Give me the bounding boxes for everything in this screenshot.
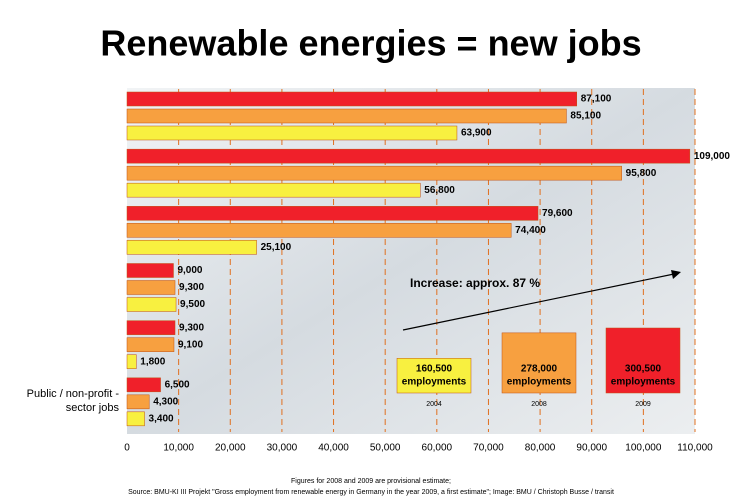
chart-title: Renewable energies = new jobs bbox=[100, 23, 641, 64]
bar bbox=[127, 281, 175, 295]
bar bbox=[127, 412, 145, 426]
value-label: 85,100 bbox=[570, 111, 601, 122]
value-label: 74,400 bbox=[515, 225, 546, 236]
legend-year: 2009 bbox=[635, 401, 651, 408]
bar bbox=[127, 183, 420, 197]
value-label: 56,800 bbox=[424, 185, 455, 196]
value-label: 9,300 bbox=[179, 322, 204, 333]
bar bbox=[127, 395, 149, 409]
bar bbox=[127, 166, 622, 180]
legend-total: 160,500 bbox=[416, 364, 453, 375]
value-label: 3,400 bbox=[149, 413, 174, 424]
x-tick-label: 40,000 bbox=[318, 443, 349, 454]
footnote: Figures for 2008 and 2009 are provisiona… bbox=[291, 478, 451, 485]
chart: Renewable energies = new jobs 0 10,000 20,… bbox=[0, 0, 742, 503]
bar bbox=[127, 223, 511, 237]
bar bbox=[127, 355, 136, 369]
value-label: 9,300 bbox=[179, 282, 204, 293]
bar bbox=[127, 378, 161, 392]
x-tick-label: 80,000 bbox=[525, 443, 556, 454]
value-label: 87,100 bbox=[581, 94, 612, 105]
value-label: 109,000 bbox=[694, 151, 731, 162]
bar bbox=[127, 149, 690, 163]
x-tick-label: 60,000 bbox=[422, 443, 453, 454]
footnote: Source: BMU-KI III Projekt "Gross employ… bbox=[128, 489, 614, 496]
value-label: 9,100 bbox=[178, 339, 203, 350]
legend-year: 2004 bbox=[426, 401, 442, 408]
annotation: Increase: approx. 87 % bbox=[410, 276, 540, 290]
legend-total: 278,000 bbox=[521, 364, 558, 375]
value-label: 6,500 bbox=[165, 379, 190, 390]
value-label: 25,100 bbox=[261, 242, 292, 253]
bar bbox=[127, 126, 457, 140]
legend-year: 2008 bbox=[531, 401, 547, 408]
x-tick-label: 20,000 bbox=[215, 443, 246, 454]
value-label: 63,900 bbox=[461, 128, 492, 139]
x-tick-label: 70,000 bbox=[473, 443, 504, 454]
x-tick-label: 30,000 bbox=[267, 443, 298, 454]
bar bbox=[127, 92, 577, 106]
bar bbox=[127, 109, 566, 123]
bar bbox=[127, 240, 257, 254]
x-tick-label: 90,000 bbox=[576, 443, 607, 454]
bar bbox=[127, 298, 176, 312]
x-tick-label: 10,000 bbox=[163, 443, 194, 454]
legend-unit: employments bbox=[402, 377, 467, 388]
value-label: 9,500 bbox=[180, 299, 205, 310]
value-label: 9,000 bbox=[177, 265, 202, 276]
bar bbox=[127, 338, 174, 352]
value-label: 79,600 bbox=[542, 208, 573, 219]
bar bbox=[127, 206, 538, 220]
value-label: 95,800 bbox=[626, 168, 657, 179]
x-tick-label: 0 bbox=[124, 443, 130, 454]
legend-total: 300,500 bbox=[625, 364, 662, 375]
y-tick-label: Public / non-profit -sector jobs bbox=[27, 388, 120, 414]
x-tick-label: 110,000 bbox=[677, 443, 713, 454]
legend-unit: employments bbox=[507, 377, 572, 388]
x-tick-label: 50,000 bbox=[370, 443, 401, 454]
value-label: 4,300 bbox=[153, 396, 178, 407]
bar bbox=[127, 321, 175, 335]
legend-unit: employments bbox=[611, 377, 676, 388]
value-label: 1,800 bbox=[140, 356, 165, 367]
bar bbox=[127, 264, 173, 278]
x-tick-label: 100,000 bbox=[625, 443, 662, 454]
